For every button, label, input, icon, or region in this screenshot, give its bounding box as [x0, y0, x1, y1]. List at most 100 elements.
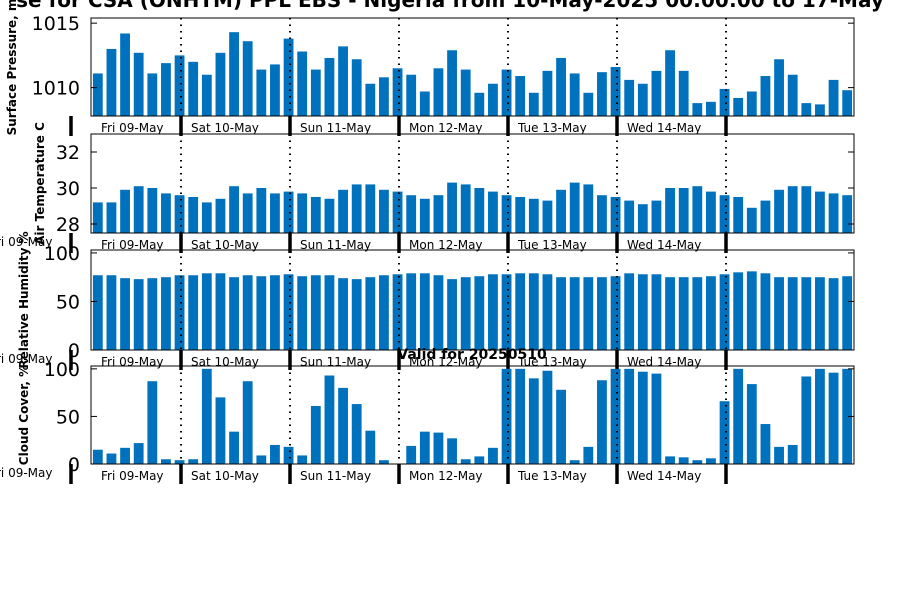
bar — [597, 380, 607, 464]
bar — [474, 456, 485, 464]
bar — [310, 405, 321, 464]
bar — [610, 67, 621, 116]
y-axis-label: Relative Humidity % — [17, 231, 31, 368]
bar — [787, 74, 798, 116]
bar — [569, 277, 580, 350]
bar — [774, 59, 784, 116]
bar — [460, 184, 471, 233]
bar — [188, 61, 199, 116]
day-label: Wed 14-May — [627, 238, 701, 252]
bar — [338, 387, 348, 464]
bar — [760, 424, 771, 464]
bar — [120, 189, 130, 233]
bar — [92, 275, 103, 350]
bar — [460, 277, 471, 350]
day-label-left-edge: ri 09-May — [0, 352, 53, 366]
day-label: Wed 14-May — [627, 469, 701, 483]
bar — [310, 69, 321, 116]
bar — [801, 277, 812, 350]
bar — [147, 381, 158, 464]
bar — [556, 57, 566, 116]
bar — [419, 198, 430, 233]
bar — [760, 200, 771, 233]
bar — [324, 375, 335, 464]
bar — [610, 197, 621, 233]
bar — [161, 193, 171, 233]
bar — [365, 430, 376, 464]
bar — [270, 444, 280, 464]
panels-group: 1010 1015 Fri 09-May Sat 10-May Sun 11-May Mo… — [0, 0, 855, 484]
bar — [678, 188, 689, 233]
bar — [365, 184, 376, 233]
bar — [433, 68, 444, 116]
bar — [120, 278, 130, 350]
bar — [624, 368, 635, 464]
bar — [651, 200, 662, 233]
bar — [460, 459, 471, 464]
bar — [515, 76, 526, 116]
bar — [392, 68, 403, 116]
axes-frame — [90, 249, 855, 351]
bar — [242, 193, 253, 233]
day-label: Sat 10-May — [191, 121, 259, 135]
bar — [488, 191, 498, 233]
bar — [188, 197, 199, 233]
bar — [597, 277, 607, 350]
bar — [338, 189, 348, 233]
bar — [310, 197, 321, 233]
bar — [242, 381, 253, 464]
bar — [651, 274, 662, 350]
bar — [324, 198, 335, 233]
bar — [733, 368, 744, 464]
bar — [133, 443, 144, 464]
bar — [406, 445, 417, 464]
bar — [174, 195, 185, 233]
bar — [283, 191, 294, 233]
bar — [147, 188, 158, 233]
bar — [433, 432, 444, 464]
bar — [297, 276, 308, 350]
bar — [256, 69, 267, 116]
bar — [678, 457, 689, 464]
bar — [678, 70, 689, 116]
bar — [270, 64, 280, 116]
bar — [542, 70, 553, 116]
bar — [406, 273, 417, 350]
bar — [787, 444, 798, 464]
bar — [379, 275, 389, 350]
bar — [215, 273, 226, 350]
bar — [161, 277, 171, 350]
day-label: Fri 09-May — [101, 355, 164, 369]
day-label: Sun 11-May — [300, 121, 371, 135]
bar — [229, 32, 239, 116]
bar — [270, 275, 280, 350]
bar — [624, 273, 635, 350]
bar — [201, 273, 212, 350]
bar — [597, 72, 607, 116]
bar — [692, 460, 703, 464]
day-label: Tue 13-May — [517, 238, 587, 252]
bar — [706, 276, 716, 350]
bar — [515, 197, 526, 233]
bar — [678, 277, 689, 350]
bar — [597, 195, 607, 233]
bar — [256, 455, 267, 464]
bar — [706, 101, 716, 116]
bar — [665, 277, 675, 350]
bar — [542, 200, 553, 233]
bar — [215, 52, 226, 116]
bar — [583, 92, 594, 116]
y-tick-label: 30 — [56, 178, 80, 200]
bar — [283, 274, 294, 350]
bar — [270, 193, 280, 233]
bar — [106, 275, 117, 350]
bar — [692, 277, 703, 350]
bar — [147, 278, 158, 350]
bar — [583, 277, 594, 350]
bar — [419, 273, 430, 350]
y-tick-label: 50 — [56, 406, 80, 428]
bar — [501, 274, 512, 350]
bar — [665, 188, 675, 233]
bar — [706, 458, 716, 464]
